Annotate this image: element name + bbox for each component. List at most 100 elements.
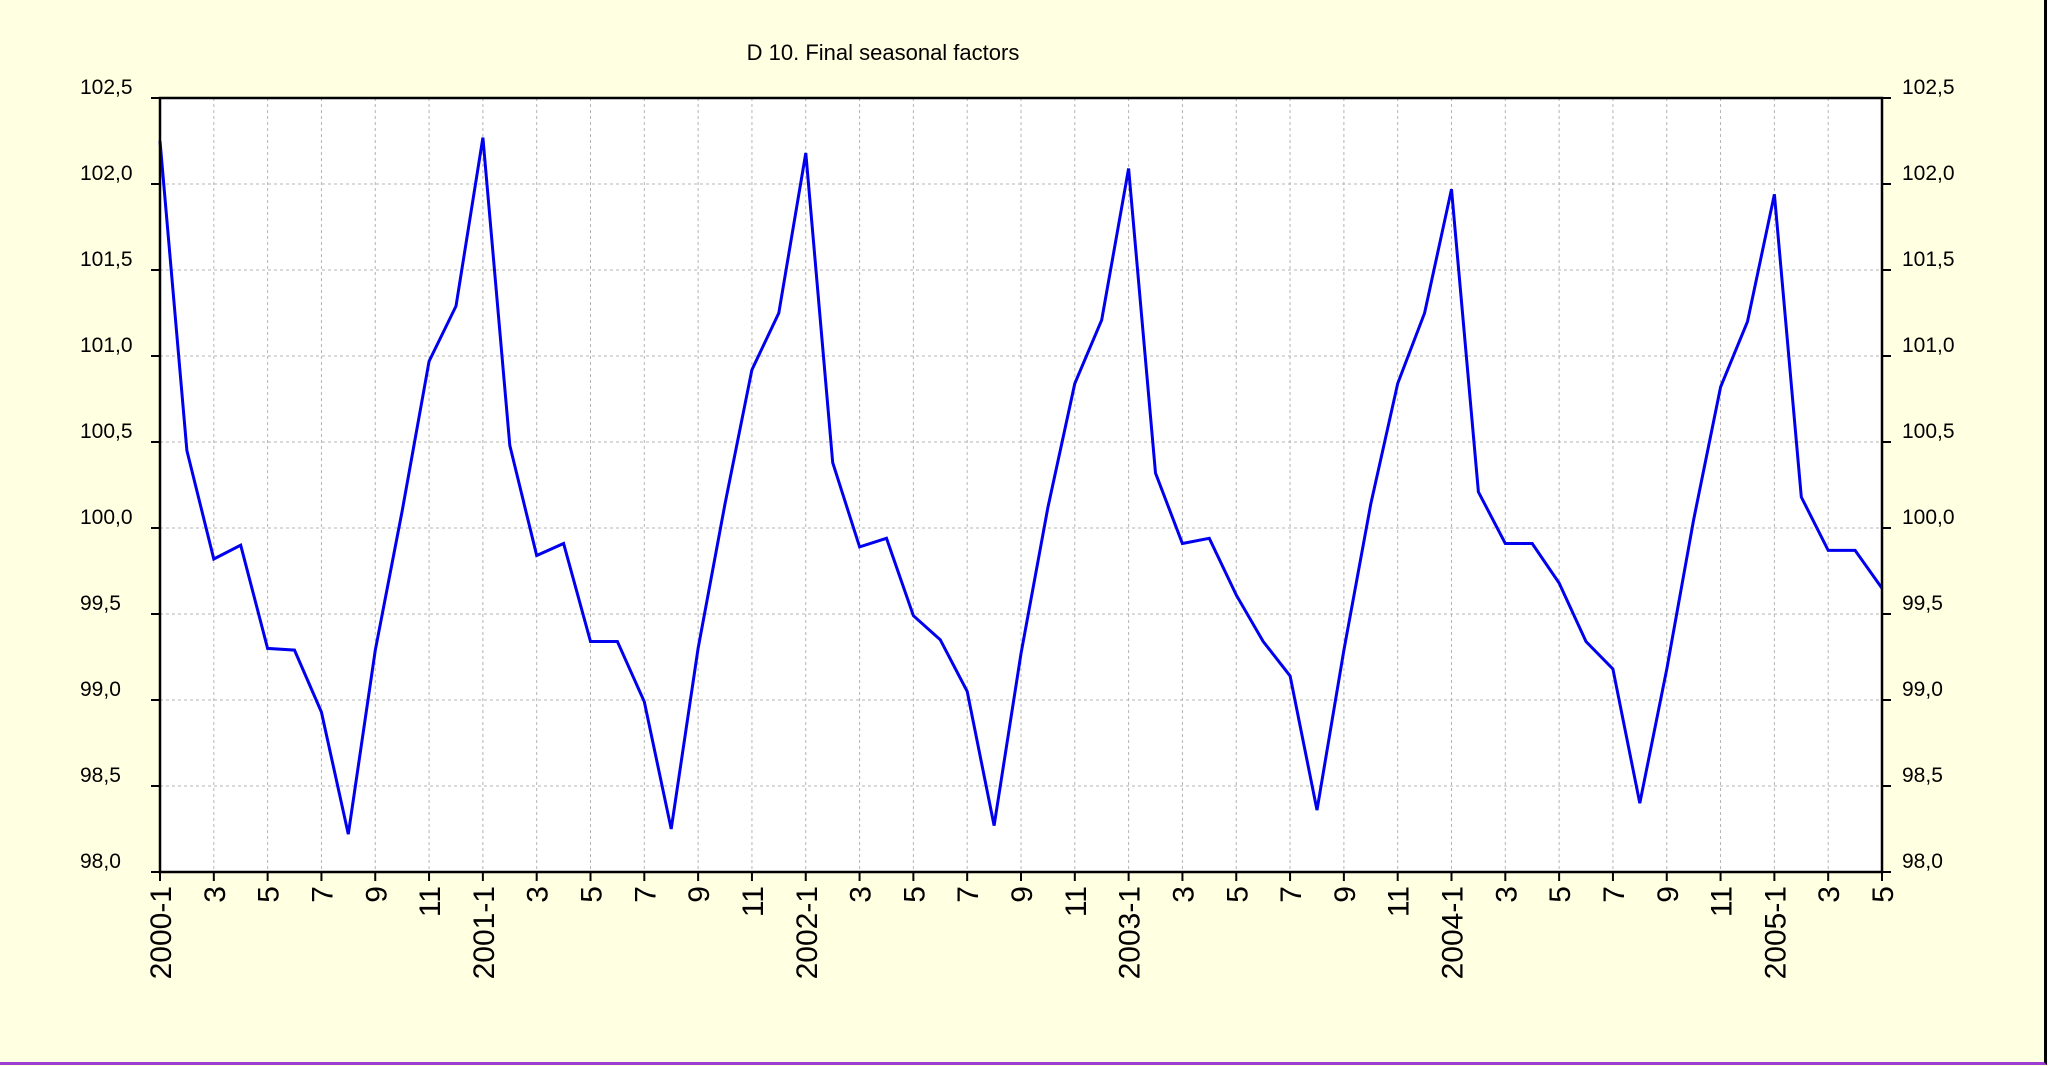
grid-lines xyxy=(160,98,1882,872)
data-point xyxy=(1557,581,1561,585)
x-tick-label: 9 xyxy=(1652,886,1685,903)
y-tick-label-right: 98,0 xyxy=(1902,850,1943,873)
x-tick-label: 11 xyxy=(1060,886,1093,917)
axis-ticks: 102,5 102,5 102,0 102,0 101,5 101,5 101,0 101,0… xyxy=(80,76,1955,979)
data-point xyxy=(938,638,942,642)
y-tick-label-left: 102,5 xyxy=(80,76,133,99)
data-point xyxy=(1261,640,1265,644)
data-point xyxy=(1665,667,1669,671)
y-tick-label-right: 102,5 xyxy=(1902,76,1955,99)
data-point xyxy=(319,710,323,714)
data-point xyxy=(1127,167,1131,171)
x-tick-label: 7 xyxy=(629,886,662,903)
data-point xyxy=(239,543,243,547)
y-tick-label-left: 99,0 xyxy=(80,678,121,701)
x-tick-label: 9 xyxy=(1329,886,1362,903)
y-tick-label-right: 99,0 xyxy=(1902,678,1943,701)
data-point xyxy=(1530,541,1534,545)
x-tick-label: 11 xyxy=(414,886,447,917)
y-tick-label-left: 100,5 xyxy=(80,420,133,443)
x-tick-label: 2004-1 xyxy=(1437,886,1470,979)
data-point xyxy=(1046,505,1050,509)
data-point xyxy=(508,443,512,447)
data-point xyxy=(1692,517,1696,521)
y-tick-label-left: 98,0 xyxy=(80,850,121,873)
x-tick-label: 2002-1 xyxy=(791,886,824,979)
data-point xyxy=(1853,548,1857,552)
y-tick-label-right: 100,5 xyxy=(1902,420,1955,443)
x-tick-label: 3 xyxy=(845,886,878,903)
x-tick-label: 3 xyxy=(199,886,232,903)
data-point xyxy=(1019,652,1023,656)
data-point xyxy=(1073,382,1077,386)
data-point xyxy=(777,311,781,315)
data-point xyxy=(1423,311,1427,315)
data-point xyxy=(1799,495,1803,499)
x-tick-label: 5 xyxy=(253,886,286,903)
x-tick-label: 5 xyxy=(576,886,609,903)
data-point xyxy=(1342,648,1346,652)
x-tick-label: 2000-1 xyxy=(145,886,178,979)
data-point xyxy=(185,449,189,453)
x-tick-label: 3 xyxy=(522,886,555,903)
x-tick-label: 11 xyxy=(1383,886,1416,917)
x-tick-label: 2003-1 xyxy=(1114,886,1147,979)
x-tick-label: 3 xyxy=(1490,886,1523,903)
x-tick-label: 7 xyxy=(306,886,339,903)
y-tick-label-left: 101,5 xyxy=(80,248,133,271)
x-tick-label: 5 xyxy=(1544,886,1577,903)
series-line xyxy=(158,137,1884,835)
data-point xyxy=(1154,471,1158,475)
x-tick-label: 11 xyxy=(737,886,770,917)
data-point xyxy=(1100,318,1104,322)
y-tick-label-right: 100,0 xyxy=(1902,506,1955,529)
data-point xyxy=(1476,490,1480,494)
data-point xyxy=(669,827,673,831)
data-point xyxy=(1396,382,1400,386)
data-point xyxy=(1638,801,1642,805)
x-tick-label: 2001-1 xyxy=(468,886,501,979)
data-point xyxy=(400,509,404,513)
data-point xyxy=(750,368,754,372)
data-point xyxy=(266,646,270,650)
data-point xyxy=(1745,320,1749,324)
x-tick-label: 7 xyxy=(1598,886,1631,903)
data-point xyxy=(1369,502,1373,506)
data-point xyxy=(212,557,216,561)
y-tick-label-right: 101,0 xyxy=(1902,334,1955,357)
x-tick-label: 7 xyxy=(1275,886,1308,903)
series-layer xyxy=(158,137,1884,836)
x-tick-label: 5 xyxy=(1867,886,1900,903)
data-point xyxy=(293,648,297,652)
data-point xyxy=(858,545,862,549)
x-tick-label: 3 xyxy=(1167,886,1200,903)
y-tick-label-right: 99,5 xyxy=(1902,592,1943,615)
y-tick-label-right: 101,5 xyxy=(1902,248,1955,271)
data-point xyxy=(696,646,700,650)
x-tick-label: 9 xyxy=(360,886,393,903)
data-point xyxy=(723,502,727,506)
data-point xyxy=(831,461,835,465)
data-point xyxy=(535,554,539,558)
y-tick-label-left: 101,0 xyxy=(80,334,133,357)
data-point xyxy=(1772,192,1776,196)
data-point xyxy=(1315,808,1319,812)
data-point xyxy=(911,614,915,618)
data-point xyxy=(615,640,619,644)
data-point xyxy=(427,359,431,363)
x-tick-label: 9 xyxy=(683,886,716,903)
data-point xyxy=(346,832,350,836)
x-tick-label: 3 xyxy=(1813,886,1846,903)
chart-title: D 10. Final seasonal factors xyxy=(747,40,1020,65)
data-point xyxy=(373,648,377,652)
data-point xyxy=(1180,541,1184,545)
data-point xyxy=(1207,536,1211,540)
data-point xyxy=(884,536,888,540)
y-tick-label-right: 102,0 xyxy=(1902,162,1955,185)
data-point xyxy=(642,700,646,704)
y-tick-label-right: 98,5 xyxy=(1902,764,1943,787)
data-point xyxy=(562,541,566,545)
data-point xyxy=(965,689,969,693)
